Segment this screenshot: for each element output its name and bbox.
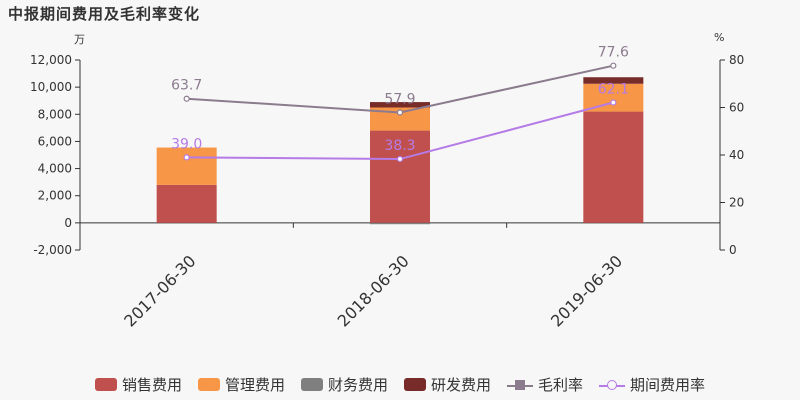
point-毛利率 [183,95,190,102]
legend-item[interactable]: 管理费用 [197,374,285,395]
bar-研发费用 [370,102,430,108]
legend-swatch [404,378,426,391]
legend-item[interactable]: 财务费用 [300,374,388,395]
legend-label: 研发费用 [431,376,492,394]
left-tick-label: 10,000 [30,80,72,94]
right-tick-label: 20 [729,196,744,210]
bar-财务费用 [370,222,430,225]
bar-销售费用 [370,130,430,223]
legend-item[interactable]: 期间费用率 [599,374,705,395]
legend: 销售费用 管理费用 财务费用 研发费用 毛利率 期间费用率 [0,374,800,395]
x-tick-label: 2017-06-30 [120,251,199,330]
legend-label: 财务费用 [327,376,388,394]
right-tick-label: 60 [729,101,744,115]
left-axis-unit: 万 [74,33,85,46]
data-label-期间费用率: 62.1 [598,82,629,98]
legend-item[interactable]: 销售费用 [94,374,182,395]
left-tick-label: 0 [64,216,72,230]
data-label-期间费用率: 38.3 [384,138,415,154]
legend-item[interactable]: 毛利率 [507,374,583,395]
x-tick-label: 2019-06-30 [547,251,626,330]
left-tick-label: 2,000 [38,189,72,203]
legend-line-marker [507,378,534,392]
chart-title: 中报期间费用及毛利率变化 [8,5,201,23]
point-期间费用率 [610,99,617,106]
left-tick-label: 12,000 [30,53,72,67]
left-tick-label: 6,000 [38,134,72,148]
left-tick-label: -2,000 [33,243,72,257]
legend-label: 管理费用 [224,376,285,394]
point-期间费用率 [183,154,190,161]
right-tick-label: 0 [729,243,737,257]
legend-label: 毛利率 [538,376,584,394]
legend-item[interactable]: 研发费用 [404,374,491,395]
bar-销售费用 [583,111,644,223]
left-tick-label: 8,000 [38,107,72,121]
right-tick-label: 80 [729,53,744,67]
data-label-毛利率: 77.6 [598,45,629,61]
bar-管理费用 [156,147,217,185]
right-tick-label: 40 [729,148,744,162]
bar-管理费用 [370,107,430,131]
legend-label: 期间费用率 [630,376,706,394]
left-tick-label: 4,000 [38,162,72,176]
legend-line-marker [599,378,626,392]
legend-swatch [300,378,323,391]
data-label-毛利率: 57.9 [384,91,415,107]
legend-label: 销售费用 [121,376,182,394]
right-axis-unit: % [714,31,725,44]
x-tick-label: 2018-06-30 [334,251,413,330]
legend-swatch [94,378,117,391]
legend-swatch [197,378,220,391]
point-期间费用率 [396,155,404,163]
bar-销售费用 [156,184,217,223]
point-毛利率 [610,62,617,69]
point-毛利率 [396,109,404,116]
data-label-期间费用率: 39.0 [171,136,202,152]
bar-研发费用 [583,77,644,84]
data-label-毛利率: 63.7 [171,78,202,94]
